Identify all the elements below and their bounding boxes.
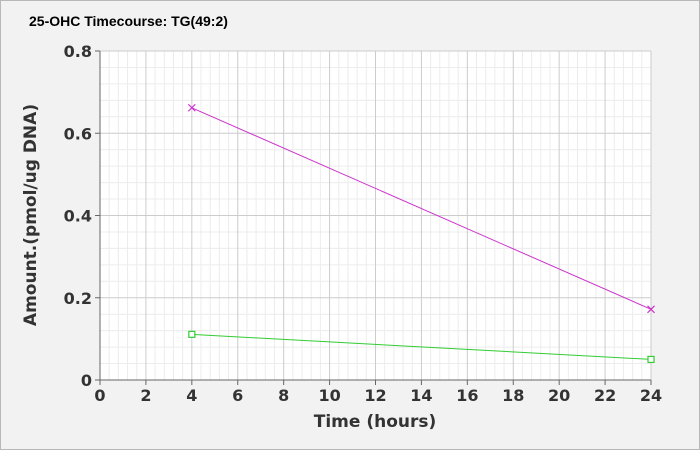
series-2 xyxy=(188,330,655,364)
data-point-x-marker xyxy=(647,305,655,314)
data-point-x-marker xyxy=(187,103,196,112)
y-tick-label: 0 xyxy=(81,371,92,390)
x-tick-label: 2 xyxy=(140,386,151,405)
series-line xyxy=(191,333,652,360)
data-point-square-marker xyxy=(647,355,655,364)
major-grid xyxy=(100,50,652,380)
series-line xyxy=(191,107,652,310)
x-tick-label: 22 xyxy=(594,386,616,405)
x-tick-label: 16 xyxy=(456,386,478,405)
chart-title: 25-OHC Timecourse: TG(49:2) xyxy=(29,13,228,29)
series-1 xyxy=(187,103,655,314)
y-tick-label: 0.8 xyxy=(64,42,92,61)
y-tick-label: 0.6 xyxy=(64,124,92,143)
x-axis-ticks: 0 2 4 6 8 10 12 14 16 18 20 22 24 xyxy=(94,380,662,405)
x-tick-label: 24 xyxy=(640,386,662,405)
x-tick-label: 18 xyxy=(502,386,524,405)
x-tick-label: 4 xyxy=(186,386,197,405)
data-point-square-marker xyxy=(188,330,196,338)
y-tick-label: 0.4 xyxy=(64,207,92,226)
x-axis-label: Time (hours) xyxy=(314,412,437,432)
x-tick-label: 0 xyxy=(94,386,105,405)
y-axis-ticks: 0 0.2 0.4 0.6 0.8 xyxy=(64,42,100,390)
x-tick-label: 6 xyxy=(232,386,243,405)
x-tick-label: 10 xyxy=(318,386,340,405)
x-tick-label: 8 xyxy=(278,386,289,405)
series-layer xyxy=(187,103,655,364)
x-tick-label: 12 xyxy=(364,386,386,405)
marker-stroke xyxy=(187,103,196,112)
marker-stroke xyxy=(647,305,655,314)
y-axis-label: Amount.(pmol/ug DNA) xyxy=(21,104,41,326)
x-tick-label: 20 xyxy=(548,386,570,405)
y-tick-label: 0.2 xyxy=(64,289,92,308)
x-tick-label: 14 xyxy=(410,386,432,405)
